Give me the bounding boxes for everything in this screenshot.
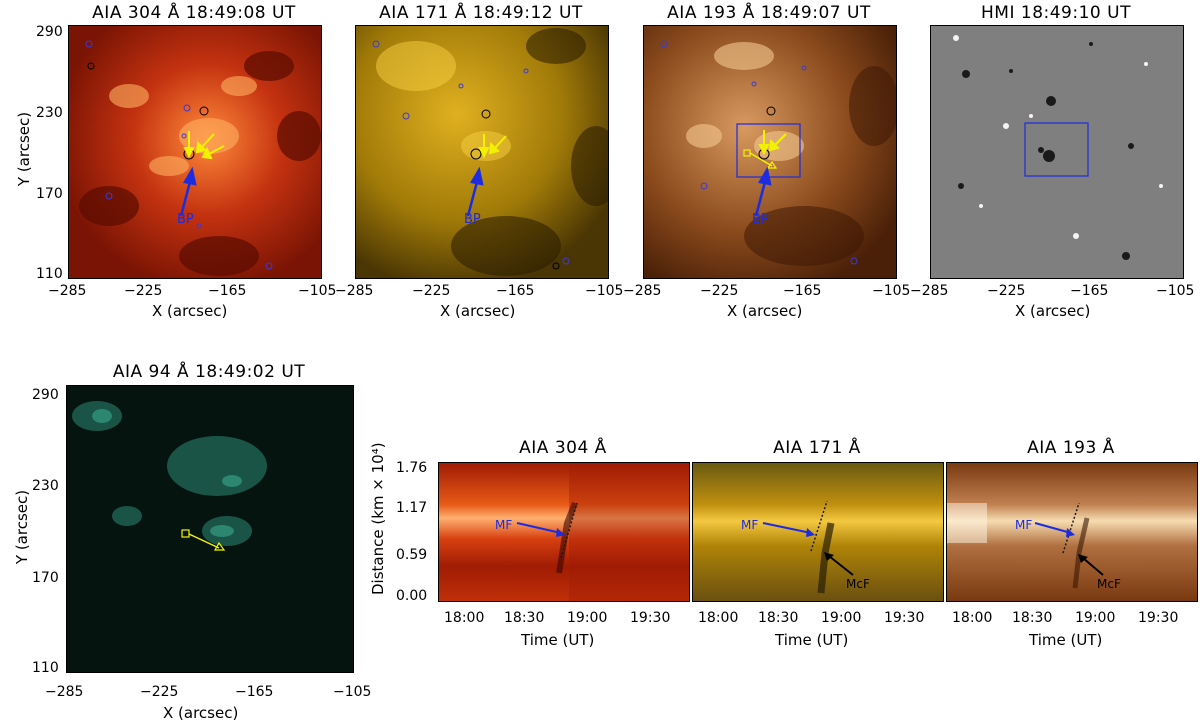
top-y-tick: 290 bbox=[36, 24, 63, 40]
top-y-tick: 230 bbox=[36, 105, 63, 121]
ts-x-tick: 18:00 bbox=[444, 610, 485, 626]
mf-label-171: MF bbox=[741, 518, 758, 532]
top-x-tick: −285 bbox=[335, 283, 374, 299]
mf-label-304: MF bbox=[495, 518, 512, 532]
panel-193-image: BP bbox=[643, 25, 897, 279]
ts-304-title: AIA 304 Å bbox=[519, 438, 607, 458]
top-x-tick: −165 bbox=[1070, 283, 1109, 299]
bp-label-193: BP bbox=[752, 212, 769, 227]
bl-x-tick: −285 bbox=[45, 684, 84, 700]
panel-171-title: AIA 171 Å 18:49:12 UT bbox=[379, 3, 583, 23]
panel-304-image: BP bbox=[68, 25, 322, 279]
ts-x-tick: 19:30 bbox=[884, 610, 925, 626]
top-x-tick: −225 bbox=[124, 283, 163, 299]
ts-y-tick: 1.17 bbox=[396, 500, 428, 516]
top-x-tick: −285 bbox=[910, 283, 949, 299]
panel-171-image: BP bbox=[355, 25, 609, 279]
top-x-tick: −105 bbox=[1156, 283, 1195, 299]
ts-x-axis-label: Time (UT) bbox=[775, 631, 849, 649]
bl-x-tick: −105 bbox=[333, 684, 372, 700]
ts-171-title: AIA 171 Å bbox=[773, 438, 861, 458]
bl-y-tick: 170 bbox=[32, 570, 59, 586]
top-x-tick: −165 bbox=[496, 283, 535, 299]
bl-y-tick: 230 bbox=[32, 478, 59, 494]
top-x-tick: −165 bbox=[783, 283, 822, 299]
ts-x-tick: 19:00 bbox=[567, 610, 608, 626]
top-y-axis-label: Y (arcsec) bbox=[15, 111, 33, 187]
bp-label-304: BP bbox=[177, 212, 194, 227]
ts-x-tick: 18:00 bbox=[698, 610, 739, 626]
ts-y-tick: 0.00 bbox=[396, 588, 428, 604]
ts-y-tick: 0.59 bbox=[396, 547, 428, 563]
top-x-axis-label: X (arcsec) bbox=[440, 302, 516, 320]
top-x-tick: −105 bbox=[872, 283, 911, 299]
mcf-label-171: McF bbox=[846, 577, 870, 591]
bp-label-171: BP bbox=[464, 212, 481, 227]
ts-x-tick: 18:30 bbox=[504, 610, 545, 626]
ts-193-image: MF McF bbox=[946, 462, 1198, 602]
top-x-tick: −105 bbox=[585, 283, 624, 299]
ts-x-tick: 19:30 bbox=[1138, 610, 1179, 626]
ts-x-tick: 18:30 bbox=[1012, 610, 1053, 626]
mcf-label-193: McF bbox=[1097, 577, 1121, 591]
bl-x-tick: −165 bbox=[235, 684, 274, 700]
top-x-axis-label: X (arcsec) bbox=[727, 302, 803, 320]
ts-x-axis-label: Time (UT) bbox=[1029, 631, 1103, 649]
bl-y-axis-label: Y (arcsec) bbox=[13, 489, 31, 565]
panel-hmi-image bbox=[930, 25, 1184, 279]
top-x-axis-label: X (arcsec) bbox=[1015, 302, 1091, 320]
panel-94-image bbox=[66, 385, 354, 673]
panel-94-title: AIA 94 Å 18:49:02 UT bbox=[112, 362, 306, 382]
top-x-tick: −285 bbox=[48, 283, 87, 299]
top-y-tick: 110 bbox=[36, 266, 63, 282]
top-y-tick: 170 bbox=[36, 186, 63, 202]
panel-hmi-title: HMI 18:49:10 UT bbox=[981, 3, 1131, 23]
bl-y-tick: 110 bbox=[32, 660, 59, 676]
ts-x-tick: 18:30 bbox=[758, 610, 799, 626]
top-x-tick: −225 bbox=[987, 283, 1026, 299]
ts-193-title: AIA 193 Å bbox=[1027, 438, 1115, 458]
top-x-tick: −165 bbox=[208, 283, 247, 299]
ts-x-tick: 19:00 bbox=[1075, 610, 1116, 626]
ts-x-axis-label: Time (UT) bbox=[521, 631, 595, 649]
top-x-axis-label: X (arcsec) bbox=[152, 302, 228, 320]
panel-304-title: AIA 304 Å 18:49:08 UT bbox=[92, 3, 296, 23]
ts-y-axis-label: Distance (km × 10⁴) bbox=[369, 442, 387, 595]
bl-x-tick: −225 bbox=[140, 684, 179, 700]
top-x-tick: −225 bbox=[412, 283, 451, 299]
ts-x-tick: 18:00 bbox=[952, 610, 993, 626]
mf-label-193: MF bbox=[1015, 518, 1032, 532]
ts-x-tick: 19:30 bbox=[630, 610, 671, 626]
bl-y-tick: 290 bbox=[32, 387, 59, 403]
top-x-tick: −285 bbox=[623, 283, 662, 299]
ts-171-image: MF McF bbox=[692, 462, 944, 602]
panel-193-title: AIA 193 Å 18:49:07 UT bbox=[667, 3, 871, 23]
ts-x-tick: 19:00 bbox=[821, 610, 862, 626]
ts-304-image: MF bbox=[438, 462, 690, 602]
top-x-tick: −225 bbox=[700, 283, 739, 299]
ts-y-tick: 1.76 bbox=[396, 460, 428, 476]
bl-x-axis-label: X (arcsec) bbox=[163, 704, 239, 722]
top-x-tick: −105 bbox=[298, 283, 337, 299]
